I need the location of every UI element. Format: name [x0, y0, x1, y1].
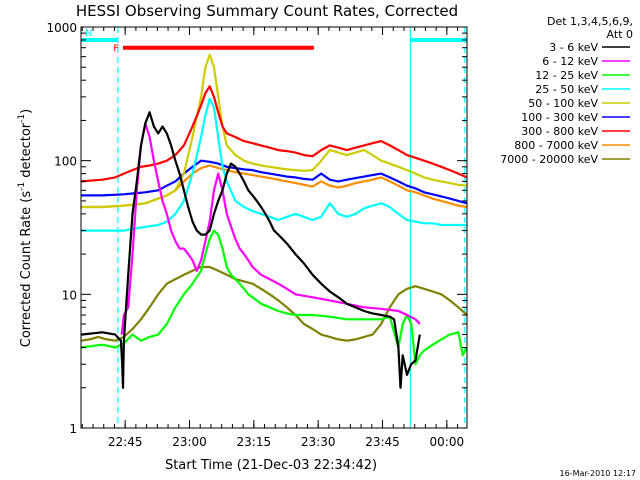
x-axis-label: Start Time (21-Dec-03 22:34:42): [165, 458, 377, 473]
interval-bar-label: F: [113, 44, 119, 55]
axes-frame: [80, 26, 468, 429]
x-tick-label: 23:15: [237, 435, 272, 449]
y-axis-label-part: detector: [19, 122, 34, 182]
y-axis-label-part: ): [19, 109, 34, 114]
legend-entry-label: 50 - 100 keV: [528, 97, 598, 110]
x-tick-label: 23:30: [301, 435, 336, 449]
y-tick-label: 10: [62, 288, 77, 302]
series-line: [80, 229, 468, 366]
legend-entry-label: 100 - 300 keV: [521, 111, 598, 124]
x-axis-ticks: 22:45 23:00 23:15 23:30 23:45 00:00: [81, 27, 465, 449]
legend-entry-label: 300 - 800 keV: [521, 125, 598, 138]
y-tick-label: 100: [54, 155, 77, 169]
x-tick-label: 00:00: [430, 435, 465, 449]
legend-header-line: Att 0: [607, 28, 633, 41]
legend-entry-label: 800 - 7000 keV: [514, 139, 598, 152]
x-tick-label: 23:45: [365, 435, 400, 449]
series-line: [120, 122, 421, 335]
y-axis-label: Corrected Count Rate (s-1 detector-1): [17, 109, 34, 347]
y-axis-label-exponent: -1: [17, 182, 27, 191]
interval-bar-label: N: [85, 28, 92, 39]
legend-entry-label: 12 - 25 keV: [535, 69, 598, 82]
series-line: [80, 85, 468, 183]
footer-date: 16-Mar-2010 12:17: [560, 469, 637, 478]
series-line: [81, 53, 468, 209]
y-axis-ticks: 1 10 100 1000: [46, 21, 467, 436]
plot-area: FN: [80, 27, 468, 428]
y-axis-label-exponent: -1: [17, 114, 27, 123]
y-tick-label: 1000: [46, 21, 77, 35]
legend-entry-label: 7000 - 20000 keV: [500, 153, 598, 166]
legend-entry-label: 3 - 6 keV: [549, 41, 598, 54]
series-line: [81, 164, 468, 209]
y-axis-label-part: Corrected Count Rate (s: [19, 191, 34, 348]
y-tick-label: 1: [69, 422, 77, 436]
plot-frame: [80, 26, 468, 429]
legend-entry-label: 25 - 50 keV: [535, 83, 598, 96]
series-line: [80, 265, 468, 342]
x-tick-label: 23:00: [172, 435, 207, 449]
legend-entry-label: 6 - 12 keV: [542, 55, 598, 68]
legend-header-line: Det 1,3,4,5,6,9,: [547, 15, 633, 28]
series-line: [80, 111, 421, 389]
x-tick-label: 22:45: [108, 435, 143, 449]
chart-title: HESSI Observing Summary Count Rates, Cor…: [76, 2, 458, 20]
